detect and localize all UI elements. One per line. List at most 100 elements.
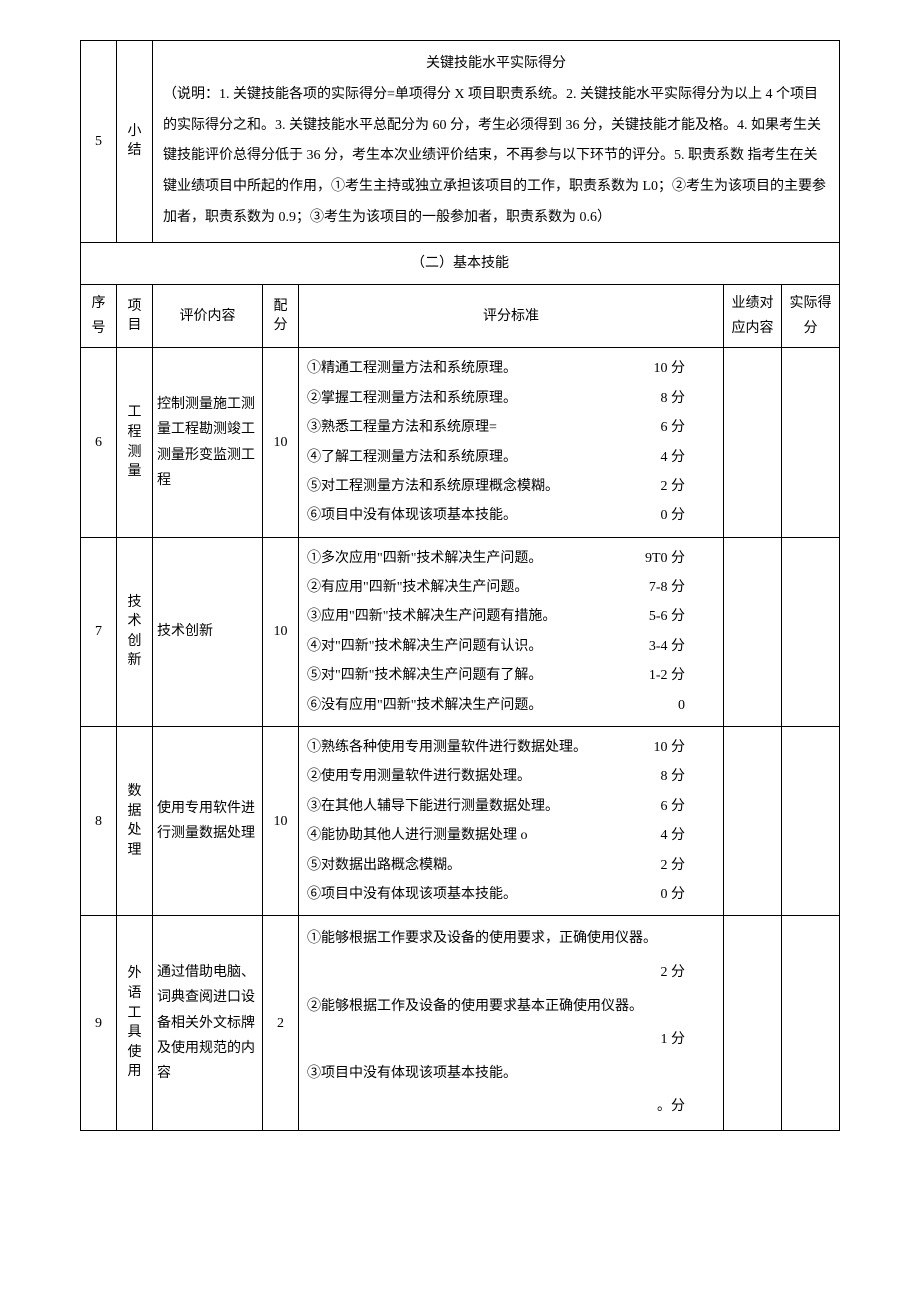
criteria-score: 3-4 分 <box>637 632 715 661</box>
criteria-line: ②使用专用测量软件进行数据处理。8 分 <box>307 762 715 791</box>
header-weight: 配分 <box>263 284 299 347</box>
header-criteria: 评分标准 <box>299 284 724 347</box>
row5-num: 5 <box>81 41 117 243</box>
criteria-line: ①精通工程测量方法和系统原理。10 分 <box>307 354 715 383</box>
criteria-score: 7-8 分 <box>637 573 715 602</box>
criteria-score: 4 分 <box>649 443 716 472</box>
criteria-score: 2 分 <box>307 956 715 990</box>
criteria-text: ④能协助其他人进行测量数据处理 o <box>307 821 649 850</box>
row5-note: （说明：1. 关键技能各项的实际得分=单项得分 X 项目职责系统。2. 关键技能… <box>163 87 826 225</box>
row-ref <box>724 537 782 726</box>
row-num: 8 <box>81 727 117 916</box>
row-criteria: ①能够根据工作要求及设备的使用要求，正确使用仪器。2 分②能够根据工作及设备的使… <box>299 916 724 1131</box>
row-num: 7 <box>81 537 117 726</box>
criteria-text: ⑤对数据出路概念模糊。 <box>307 851 649 880</box>
criteria-score: 5-6 分 <box>637 602 715 631</box>
row-criteria: ①精通工程测量方法和系统原理。10 分②掌握工程测量方法和系统原理。8 分③熟悉… <box>299 348 724 537</box>
header-row: 序号 项目 评价内容 配分 评分标准 业绩对应内容 实际得分 <box>81 284 840 347</box>
criteria-score: 0 分 <box>649 880 716 909</box>
criteria-score: 10 分 <box>642 354 716 383</box>
row-weight: 10 <box>263 537 299 726</box>
summary-row: 5 小结 关键技能水平实际得分 （说明：1. 关键技能各项的实际得分=单项得分 … <box>81 41 840 243</box>
evaluation-table: 5 小结 关键技能水平实际得分 （说明：1. 关键技能各项的实际得分=单项得分 … <box>80 40 840 1131</box>
criteria-text: ③在其他人辅导下能进行测量数据处理。 <box>307 792 649 821</box>
row-proj: 工程测量 <box>117 348 153 537</box>
criteria-score: 9T0 分 <box>633 544 715 573</box>
row-eval-content: 使用专用软件进行测量数据处理 <box>153 727 263 916</box>
criteria-score: 8 分 <box>649 384 716 413</box>
section2-title: （二）基本技能 <box>81 242 840 284</box>
table-row: 8数据处理使用专用软件进行测量数据处理10①熟练各种使用专用测量软件进行数据处理… <box>81 727 840 916</box>
row5-proj: 小结 <box>117 41 153 243</box>
criteria-score: 10 分 <box>642 733 716 762</box>
row-actual <box>782 727 840 916</box>
criteria-text: ①精通工程测量方法和系统原理。 <box>307 354 642 383</box>
row-weight: 10 <box>263 348 299 537</box>
row-weight: 2 <box>263 916 299 1131</box>
criteria-line: ④能协助其他人进行测量数据处理 o4 分 <box>307 821 715 850</box>
criteria-line: ①多次应用"四新"技术解决生产问题。9T0 分 <box>307 544 715 573</box>
criteria-score: 6 分 <box>649 413 716 442</box>
row-ref <box>724 916 782 1131</box>
criteria-score: 1 分 <box>307 1023 715 1057</box>
criteria-score: 。分 <box>307 1090 715 1124</box>
criteria-line: ②有应用"四新"技术解决生产问题。7-8 分 <box>307 573 715 602</box>
row-actual <box>782 348 840 537</box>
criteria-text: ⑤对"四新"技术解决生产问题有了解。 <box>307 661 637 690</box>
criteria-text: ②使用专用测量软件进行数据处理。 <box>307 762 649 791</box>
row-eval-content: 控制测量施工测量工程勘测竣工测量形变监测工程 <box>153 348 263 537</box>
criteria-line: ⑤对工程测量方法和系统原理概念模糊。2 分 <box>307 472 715 501</box>
criteria-line: ①熟练各种使用专用测量软件进行数据处理。10 分 <box>307 733 715 762</box>
criteria-line: ③应用"四新"技术解决生产问题有措施。5-6 分 <box>307 602 715 631</box>
row-actual <box>782 537 840 726</box>
criteria-text: ②能够根据工作及设备的使用要求基本正确使用仪器。 <box>307 990 715 1024</box>
criteria-text: ⑤对工程测量方法和系统原理概念模糊。 <box>307 472 649 501</box>
criteria-text: ④对"四新"技术解决生产问题有认识。 <box>307 632 637 661</box>
criteria-line: ②掌握工程测量方法和系统原理。8 分 <box>307 384 715 413</box>
criteria-score: 6 分 <box>649 792 716 821</box>
criteria-score: 0 <box>666 691 715 720</box>
table-row: 9外语工具使用通过借助电脑、词典查阅进口设备相关外文标牌及使用规范的内容2①能够… <box>81 916 840 1131</box>
row-eval-content: 技术创新 <box>153 537 263 726</box>
row-proj: 数据处理 <box>117 727 153 916</box>
criteria-text: ①能够根据工作要求及设备的使用要求，正确使用仪器。 <box>307 922 715 956</box>
criteria-text: ⑥没有应用"四新"技术解决生产问题。 <box>307 691 666 720</box>
row-actual <box>782 916 840 1131</box>
criteria-text: ⑥项目中没有体现该项基本技能。 <box>307 501 649 530</box>
criteria-line: ③熟悉工程量方法和系统原理=6 分 <box>307 413 715 442</box>
criteria-text: ①多次应用"四新"技术解决生产问题。 <box>307 544 633 573</box>
row-num: 6 <box>81 348 117 537</box>
section-row: （二）基本技能 <box>81 242 840 284</box>
criteria-text: ④了解工程测量方法和系统原理。 <box>307 443 649 472</box>
criteria-line: ③在其他人辅导下能进行测量数据处理。6 分 <box>307 792 715 821</box>
header-num: 序号 <box>81 284 117 347</box>
row-criteria: ①多次应用"四新"技术解决生产问题。9T0 分②有应用"四新"技术解决生产问题。… <box>299 537 724 726</box>
row-ref <box>724 348 782 537</box>
criteria-line: ④了解工程测量方法和系统原理。4 分 <box>307 443 715 472</box>
criteria-text: ②有应用"四新"技术解决生产问题。 <box>307 573 637 602</box>
row-criteria: ①熟练各种使用专用测量软件进行数据处理。10 分②使用专用测量软件进行数据处理。… <box>299 727 724 916</box>
criteria-text: ③项目中没有体现该项基本技能。 <box>307 1057 715 1091</box>
criteria-line: ⑥项目中没有体现该项基本技能。0 分 <box>307 501 715 530</box>
header-content: 评价内容 <box>153 284 263 347</box>
criteria-text: ③应用"四新"技术解决生产问题有措施。 <box>307 602 637 631</box>
criteria-score: 8 分 <box>649 762 716 791</box>
table-row: 7技术创新技术创新10①多次应用"四新"技术解决生产问题。9T0 分②有应用"四… <box>81 537 840 726</box>
table-row: 6工程测量控制测量施工测量工程勘测竣工测量形变监测工程10①精通工程测量方法和系… <box>81 348 840 537</box>
criteria-text: ③熟悉工程量方法和系统原理= <box>307 413 649 442</box>
row-eval-content: 通过借助电脑、词典查阅进口设备相关外文标牌及使用规范的内容 <box>153 916 263 1131</box>
criteria-score: 2 分 <box>649 472 716 501</box>
criteria-score: 4 分 <box>649 821 716 850</box>
row-num: 9 <box>81 916 117 1131</box>
criteria-text: ⑥项目中没有体现该项基本技能。 <box>307 880 649 909</box>
criteria-line: ⑤对数据出路概念模糊。2 分 <box>307 851 715 880</box>
row5-title: 关键技能水平实际得分 <box>163 49 829 80</box>
criteria-text: ①熟练各种使用专用测量软件进行数据处理。 <box>307 733 642 762</box>
row-weight: 10 <box>263 727 299 916</box>
criteria-line: ⑥没有应用"四新"技术解决生产问题。0 <box>307 691 715 720</box>
criteria-line: ⑤对"四新"技术解决生产问题有了解。1-2 分 <box>307 661 715 690</box>
criteria-score: 0 分 <box>649 501 716 530</box>
row-proj: 外语工具使用 <box>117 916 153 1131</box>
header-actual: 实际得分 <box>782 284 840 347</box>
criteria-text: ②掌握工程测量方法和系统原理。 <box>307 384 649 413</box>
